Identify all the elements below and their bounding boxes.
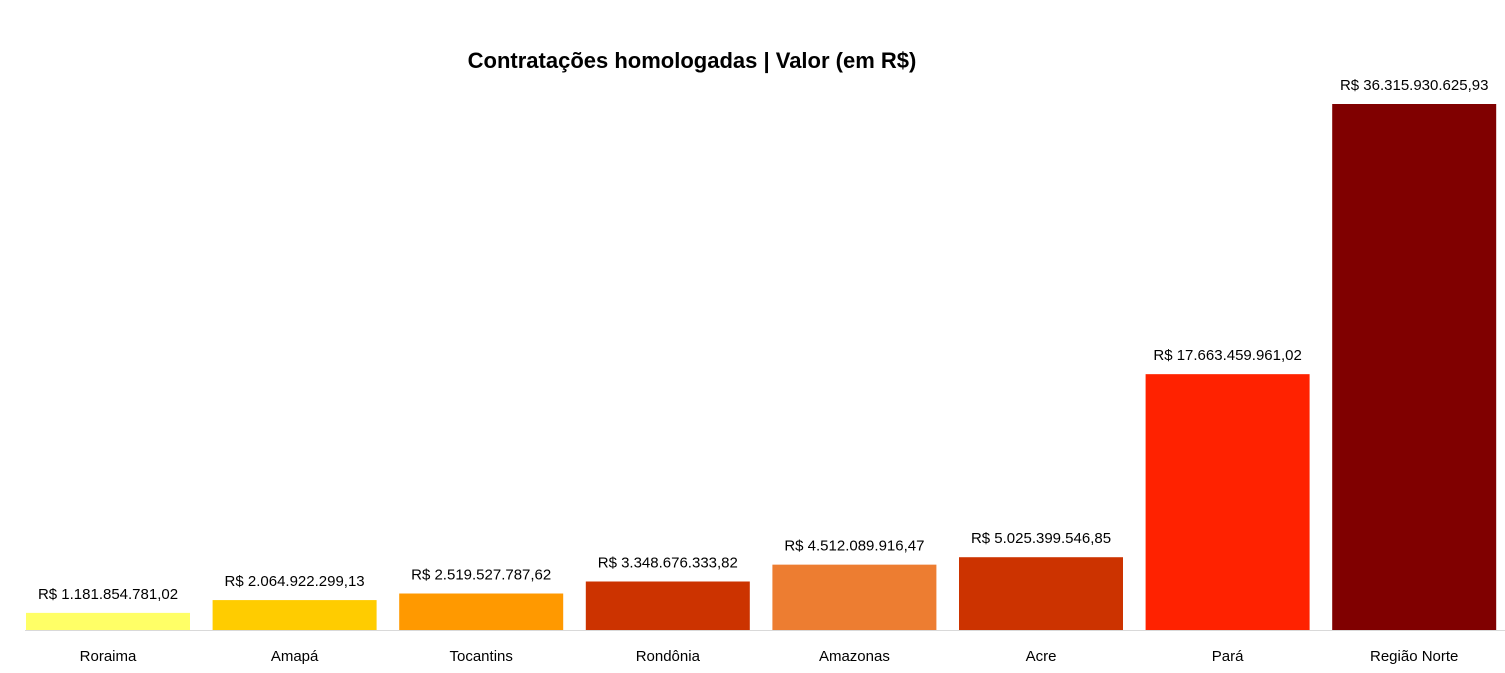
x-tick-label: Pará: [1212, 648, 1244, 665]
bar-rondônia: [585, 581, 750, 630]
x-tick-label: Tocantins: [450, 648, 513, 665]
data-label: R$ 2.519.527.787,62: [411, 567, 551, 584]
x-tick-label: Rondônia: [636, 648, 701, 665]
data-label: R$ 1.181.854.781,02: [38, 586, 178, 603]
x-tick-label: Região Norte: [1370, 648, 1458, 665]
x-tick-label: Roraima: [80, 648, 137, 665]
data-label: R$ 4.512.089.916,47: [784, 538, 924, 555]
x-tick-label: Acre: [1026, 648, 1057, 665]
data-label: R$ 36.315.930.625,93: [1340, 77, 1488, 94]
bar-tocantins: [399, 593, 564, 630]
chart-title: Contratações homologadas | Valor (em R$): [468, 48, 917, 73]
data-label: R$ 2.064.922.299,13: [225, 573, 365, 590]
data-label: R$ 17.663.459.961,02: [1153, 347, 1301, 364]
data-label: R$ 5.025.399.546,85: [971, 530, 1111, 547]
x-tick-label: Amapá: [271, 648, 319, 665]
bar-pará: [1145, 374, 1310, 630]
bar-região-norte: [1332, 104, 1497, 630]
bar-amapá: [212, 600, 377, 630]
x-tick-label: Amazonas: [819, 648, 890, 665]
bar-roraima: [26, 612, 190, 630]
bar-acre: [959, 557, 1123, 630]
data-label: R$ 3.348.676.333,82: [598, 554, 738, 571]
bar-amazonas: [772, 564, 937, 630]
